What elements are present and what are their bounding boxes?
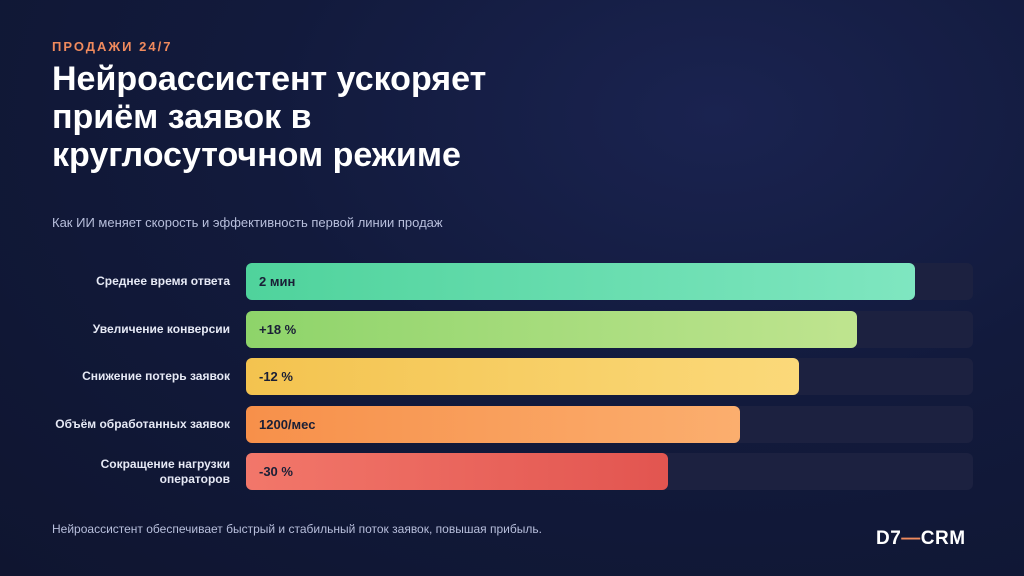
bar: [246, 358, 799, 395]
category-label: Сокращение нагрузки операторов: [100, 456, 230, 486]
bar: [246, 405, 740, 443]
eyebrow-label: ПРОДАЖИ 24/7: [52, 39, 173, 54]
bar-value-label: +18 %: [259, 321, 297, 337]
bar: [246, 453, 668, 490]
page-title: Нейроассистент ускоряет приём заявок в к…: [52, 60, 487, 174]
bar-value-label: -30 %: [259, 464, 293, 479]
category-label: Среднее время ответа: [96, 274, 230, 288]
bar: [246, 310, 857, 348]
bar-value-label: 2 мин: [259, 274, 296, 289]
category-label: Объём обработанных заявок: [55, 416, 230, 431]
bar-value-label: -12 %: [259, 369, 293, 384]
footer-note: Нейроассистент обеспечивает быстрый и ст…: [52, 522, 542, 536]
logo-left: D7: [876, 528, 902, 549]
category-label: Снижение потерь заявок: [82, 369, 230, 383]
bar-value-label: 1200/мес: [259, 416, 316, 432]
logo-right: CRM: [920, 528, 966, 549]
page-subtitle: Как ИИ меняет скорость и эффективность п…: [52, 215, 443, 230]
bar: [246, 263, 915, 300]
logo-dash: —: [901, 528, 921, 549]
brand-logo: D7—CRM: [876, 528, 966, 550]
category-label: Увеличение конверсии: [92, 321, 230, 336]
